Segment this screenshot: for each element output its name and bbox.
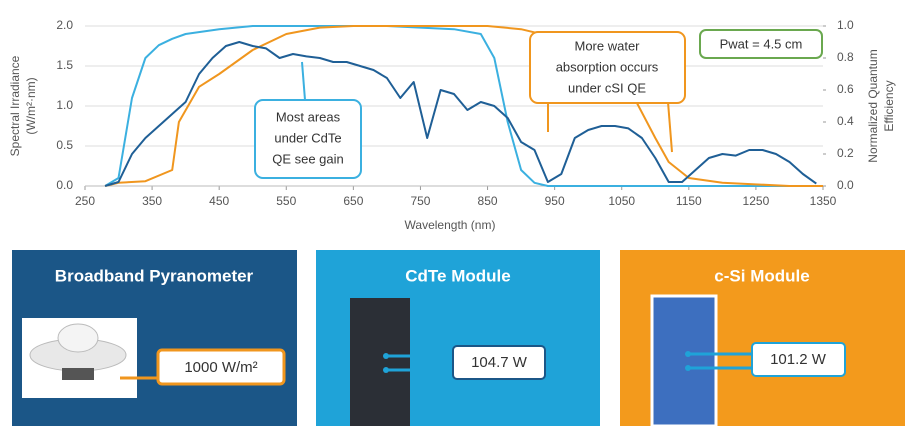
x-tick-label: 750: [410, 194, 430, 208]
y-tick-label: 2.0: [56, 18, 73, 32]
y2-tick-label: 0.8: [837, 50, 854, 64]
panel-reading: 101.2 W: [770, 351, 827, 368]
x-tick-label: 350: [142, 194, 162, 208]
x-tick-label: 950: [545, 194, 565, 208]
panel: c-Si Module 101.2 W: [620, 250, 905, 426]
x-tick-label: 650: [343, 194, 363, 208]
annotation-line: under CdTe: [274, 130, 341, 145]
y2-axis-title-line: Efficiency: [882, 80, 896, 131]
annotation: Pwat = 4.5 cm: [699, 29, 823, 59]
panel-reading: 1000 W/m²: [184, 359, 257, 376]
y2-tick-label: 0.0: [837, 178, 854, 192]
panel-title: CdTe Module: [405, 266, 510, 285]
x-tick-label: 1050: [608, 194, 635, 208]
panel: CdTe Module 104.7 W: [316, 250, 600, 426]
y-tick-label: 1.0: [56, 98, 73, 112]
panel-title: Broadband Pyranometer: [55, 266, 254, 285]
annotation: More water absorption occurs under cSI Q…: [529, 31, 686, 153]
x-tick-label: 1250: [743, 194, 770, 208]
y2-tick-label: 0.4: [837, 114, 854, 128]
annotation-line: under cSI QE: [568, 80, 646, 95]
y2-tick-label: 1.0: [837, 18, 854, 32]
y2-axis-title-line: Normalized Quantum: [866, 49, 880, 162]
y-axis-title: Spectral Irradiance (W/m²·nm): [8, 55, 38, 156]
annotation-line: absorption occurs: [556, 59, 659, 74]
x-tick-label: 550: [276, 194, 296, 208]
series-line: [104, 41, 817, 187]
chart: 0.0 0.5 1.0 1.5 2.0 0.0 0.2 0.4 0.6 0.8 1.0 250 350 4…: [56, 18, 854, 208]
y2-tick-label: 0.2: [837, 146, 854, 160]
y2-axis-title: Normalized Quantum Efficiency: [866, 49, 896, 162]
x-tick-label: 1150: [676, 194, 702, 208]
annotation-line: Most areas: [276, 109, 341, 124]
y-axis-title-line: (W/m²·nm): [24, 77, 38, 134]
x-tick-label: 450: [209, 194, 229, 208]
x-axis-title: Wavelength (nm): [405, 218, 496, 232]
x-tick-label: 250: [75, 194, 95, 208]
annotation-line: QE see gain: [272, 151, 344, 166]
y2-tick-label: 0.6: [837, 82, 854, 96]
annotation: Most areas under CdTe QE see gain: [254, 61, 362, 179]
panel-reading: 104.7 W: [471, 354, 528, 371]
x-tick-label: 850: [478, 194, 498, 208]
annotation-line: Pwat = 4.5 cm: [720, 36, 803, 51]
y-tick-label: 0.5: [56, 138, 73, 152]
series-line: [104, 25, 823, 187]
panel: Broadband Pyranometer 1000 W/m²: [12, 250, 297, 426]
x-tick-label: 1350: [810, 194, 837, 208]
panel-title: c-Si Module: [714, 266, 809, 285]
y-tick-label: 0.0: [56, 178, 73, 192]
annotation-line: More water: [574, 38, 640, 53]
y-axis-title-line: Spectral Irradiance: [8, 55, 22, 156]
series-line: [104, 25, 823, 187]
y-tick-label: 1.5: [56, 58, 73, 72]
